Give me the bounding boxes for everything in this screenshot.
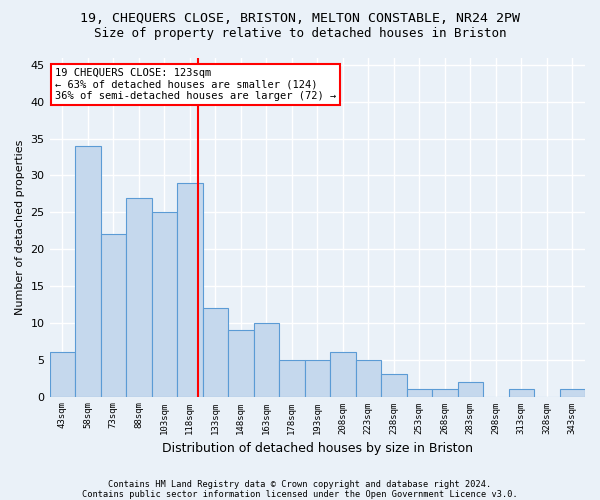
Bar	[356, 360, 381, 397]
Bar	[381, 374, 407, 396]
Bar	[254, 323, 279, 396]
Bar	[279, 360, 305, 397]
Bar	[50, 352, 75, 397]
Bar	[126, 198, 152, 396]
Bar	[177, 183, 203, 396]
Text: 19, CHEQUERS CLOSE, BRISTON, MELTON CONSTABLE, NR24 2PW: 19, CHEQUERS CLOSE, BRISTON, MELTON CONS…	[80, 12, 520, 26]
Bar	[75, 146, 101, 397]
Bar	[432, 389, 458, 396]
Text: Contains HM Land Registry data © Crown copyright and database right 2024.: Contains HM Land Registry data © Crown c…	[109, 480, 491, 489]
Bar	[228, 330, 254, 396]
Bar	[458, 382, 483, 396]
Bar	[203, 308, 228, 396]
X-axis label: Distribution of detached houses by size in Briston: Distribution of detached houses by size …	[162, 442, 473, 455]
Bar	[101, 234, 126, 396]
Bar	[330, 352, 356, 397]
Bar	[152, 212, 177, 396]
Bar	[509, 389, 534, 396]
Y-axis label: Number of detached properties: Number of detached properties	[15, 140, 25, 314]
Text: Contains public sector information licensed under the Open Government Licence v3: Contains public sector information licen…	[82, 490, 518, 499]
Bar	[560, 389, 585, 396]
Text: Size of property relative to detached houses in Briston: Size of property relative to detached ho…	[94, 28, 506, 40]
Bar	[305, 360, 330, 397]
Bar	[407, 389, 432, 396]
Text: 19 CHEQUERS CLOSE: 123sqm
← 63% of detached houses are smaller (124)
36% of semi: 19 CHEQUERS CLOSE: 123sqm ← 63% of detac…	[55, 68, 336, 101]
